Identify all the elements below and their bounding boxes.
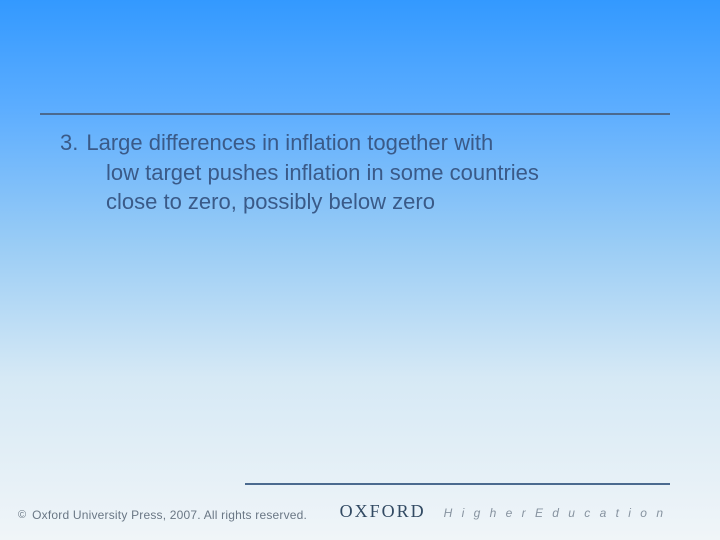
slide-body: 3. Large differences in inflation togeth… <box>60 128 660 217</box>
brand-oxford: OXFORD <box>340 501 426 522</box>
divider-bottom <box>245 483 670 485</box>
bullet-item: 3. Large differences in inflation togeth… <box>60 128 660 158</box>
divider-top <box>40 113 670 115</box>
footer-copyright: © Oxford University Press, 2007. All rig… <box>18 508 307 522</box>
bullet-number: 3. <box>60 128 86 158</box>
bullet-line-3: close to zero, possibly below zero <box>60 187 660 217</box>
brand-higher-education: H i g h e r E d u c a t i o n <box>444 506 666 520</box>
copyright-symbol: © <box>18 509 26 521</box>
copyright-text: Oxford University Press, 2007. All right… <box>32 508 307 522</box>
slide: 3. Large differences in inflation togeth… <box>0 0 720 540</box>
footer-brand: OXFORD H i g h e r E d u c a t i o n <box>340 501 666 522</box>
bullet-line-1: Large differences in inflation together … <box>86 128 660 158</box>
bullet-line-2: low target pushes inflation in some coun… <box>60 158 660 188</box>
